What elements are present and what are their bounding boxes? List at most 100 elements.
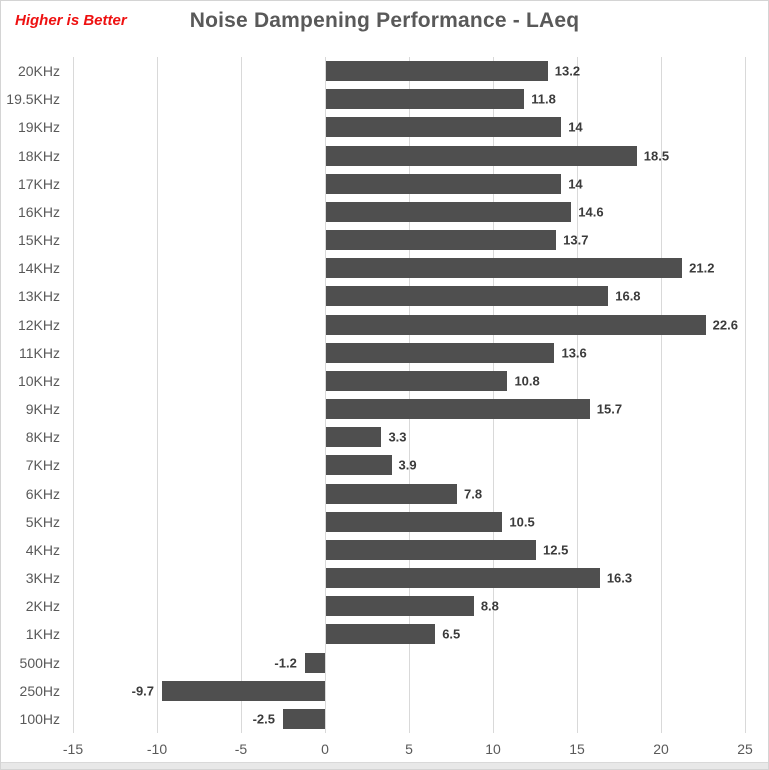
data-label: 13.2	[554, 63, 581, 79]
bar	[326, 624, 436, 645]
bar	[326, 370, 508, 391]
bar	[326, 89, 525, 110]
chart-row: 6KHz 7.8	[26, 480, 745, 508]
chart-row: 100Hz -2.5	[20, 705, 745, 733]
x-tick-label: 25	[737, 741, 753, 757]
category-label: 4KHz	[25, 541, 60, 558]
gridline	[577, 57, 578, 733]
data-label: -2.5	[252, 711, 275, 727]
category-label: 14KHz	[17, 260, 60, 277]
chart-row: 500Hz -1.2	[20, 649, 745, 677]
bar	[326, 145, 637, 166]
data-label: 12.5	[543, 542, 569, 558]
bottom-edge	[1, 762, 768, 769]
bar	[326, 61, 548, 82]
x-tick-label: 10	[485, 741, 501, 757]
gridline	[745, 57, 746, 733]
chart-row: 14KHz 21.2	[18, 254, 745, 282]
chart-row: 4KHz 12.5	[26, 536, 745, 564]
bar	[326, 342, 555, 363]
bar	[326, 286, 609, 307]
data-label: 13.6	[561, 345, 587, 361]
x-tick-label: 15	[569, 741, 585, 757]
data-label: 14.6	[578, 204, 604, 220]
chart-row: 15KHz 13.7	[18, 226, 745, 254]
category-label: 15KHz	[17, 232, 60, 249]
bar	[326, 230, 557, 251]
data-label: 8.8	[480, 598, 499, 614]
category-label: 500Hz	[19, 654, 60, 671]
x-tick-label: -5	[234, 741, 248, 757]
chart-row: 19KHz 14	[18, 113, 745, 141]
category-label: 8KHz	[25, 429, 60, 446]
x-tick-label: 0	[321, 741, 329, 757]
data-label: 6.5	[442, 626, 461, 642]
chart-row: 12KHz 22.6	[18, 311, 745, 339]
data-label: -9.7	[131, 683, 155, 699]
chart-row: 18KHz 18.5	[18, 142, 745, 170]
x-tick-label: -10	[146, 741, 168, 757]
bar	[304, 652, 325, 673]
chart-row: 10KHz 10.8	[18, 367, 745, 395]
data-label: 14	[568, 119, 583, 135]
gridline	[325, 57, 326, 733]
category-label: 19.5KHz	[6, 91, 60, 108]
chart-row: 11KHz 13.6	[19, 339, 745, 367]
bar	[326, 117, 562, 138]
chart-row: 8KHz 3.3	[26, 423, 745, 451]
data-label: 13.7	[563, 232, 589, 248]
bar	[326, 258, 683, 279]
bar	[326, 173, 562, 194]
category-label: 11KHz	[19, 344, 60, 361]
data-label: 3.9	[398, 457, 417, 473]
x-axis: -15 -10 -5 0 5 10 15 20 25	[63, 741, 753, 759]
chart-title: Noise Dampening Performance - LAeq	[189, 9, 580, 32]
chart-row: 5KHz 10.5	[26, 508, 745, 536]
category-label: 5KHz	[25, 513, 60, 530]
higher-is-better-label: Higher is Better	[15, 12, 127, 29]
category-label: 100Hz	[19, 710, 60, 727]
plot-area: 20KHz 13.2 19.5KHz 11.8 19KHz 14 18KHz 18.5 17KH…	[6, 57, 746, 733]
data-label: 10.8	[514, 373, 540, 389]
category-label: 9KHz	[25, 401, 60, 418]
data-label: 22.6	[712, 317, 738, 333]
category-label: 13KHz	[17, 288, 60, 305]
x-tick-label: 5	[405, 741, 413, 757]
bar	[162, 680, 325, 701]
chart-row: 1KHz 6.5	[26, 620, 745, 648]
category-label: 7KHz	[25, 457, 60, 474]
chart-row: 9KHz 15.7	[26, 395, 745, 423]
category-label: 2KHz	[25, 598, 60, 615]
gridline	[157, 57, 158, 733]
category-label: 1KHz	[25, 626, 60, 643]
chart-row: 16KHz 14.6	[18, 198, 745, 226]
chart-row: 13KHz 16.8	[18, 282, 745, 310]
category-label: 6KHz	[25, 485, 60, 502]
bar	[326, 568, 600, 589]
data-label: 16.3	[606, 570, 633, 586]
bar	[326, 427, 382, 448]
category-label: 250Hz	[19, 682, 60, 699]
data-label: 14	[568, 176, 583, 192]
category-label: 3KHz	[25, 570, 60, 587]
data-label: 3.3	[388, 429, 407, 445]
data-label: -1.2	[274, 655, 297, 671]
bar	[326, 539, 536, 560]
data-label: 11.8	[531, 91, 556, 107]
gridline	[493, 57, 494, 733]
data-label: 21.2	[689, 260, 715, 276]
chart-row: 19.5KHz 11.8	[6, 85, 745, 113]
category-label: 12KHz	[17, 316, 60, 333]
data-label: 15.7	[596, 401, 623, 417]
category-label: 17KHz	[17, 175, 60, 192]
gridline	[73, 57, 74, 733]
chart-row: 250Hz -9.7	[20, 677, 745, 705]
category-label: 18KHz	[17, 147, 60, 164]
data-label: 7.8	[464, 486, 483, 502]
category-label: 19KHz	[17, 119, 60, 136]
chart-row: 2KHz 8.8	[26, 592, 745, 620]
bar	[326, 511, 503, 532]
data-label: 16.8	[615, 288, 641, 304]
gridline	[241, 57, 242, 733]
